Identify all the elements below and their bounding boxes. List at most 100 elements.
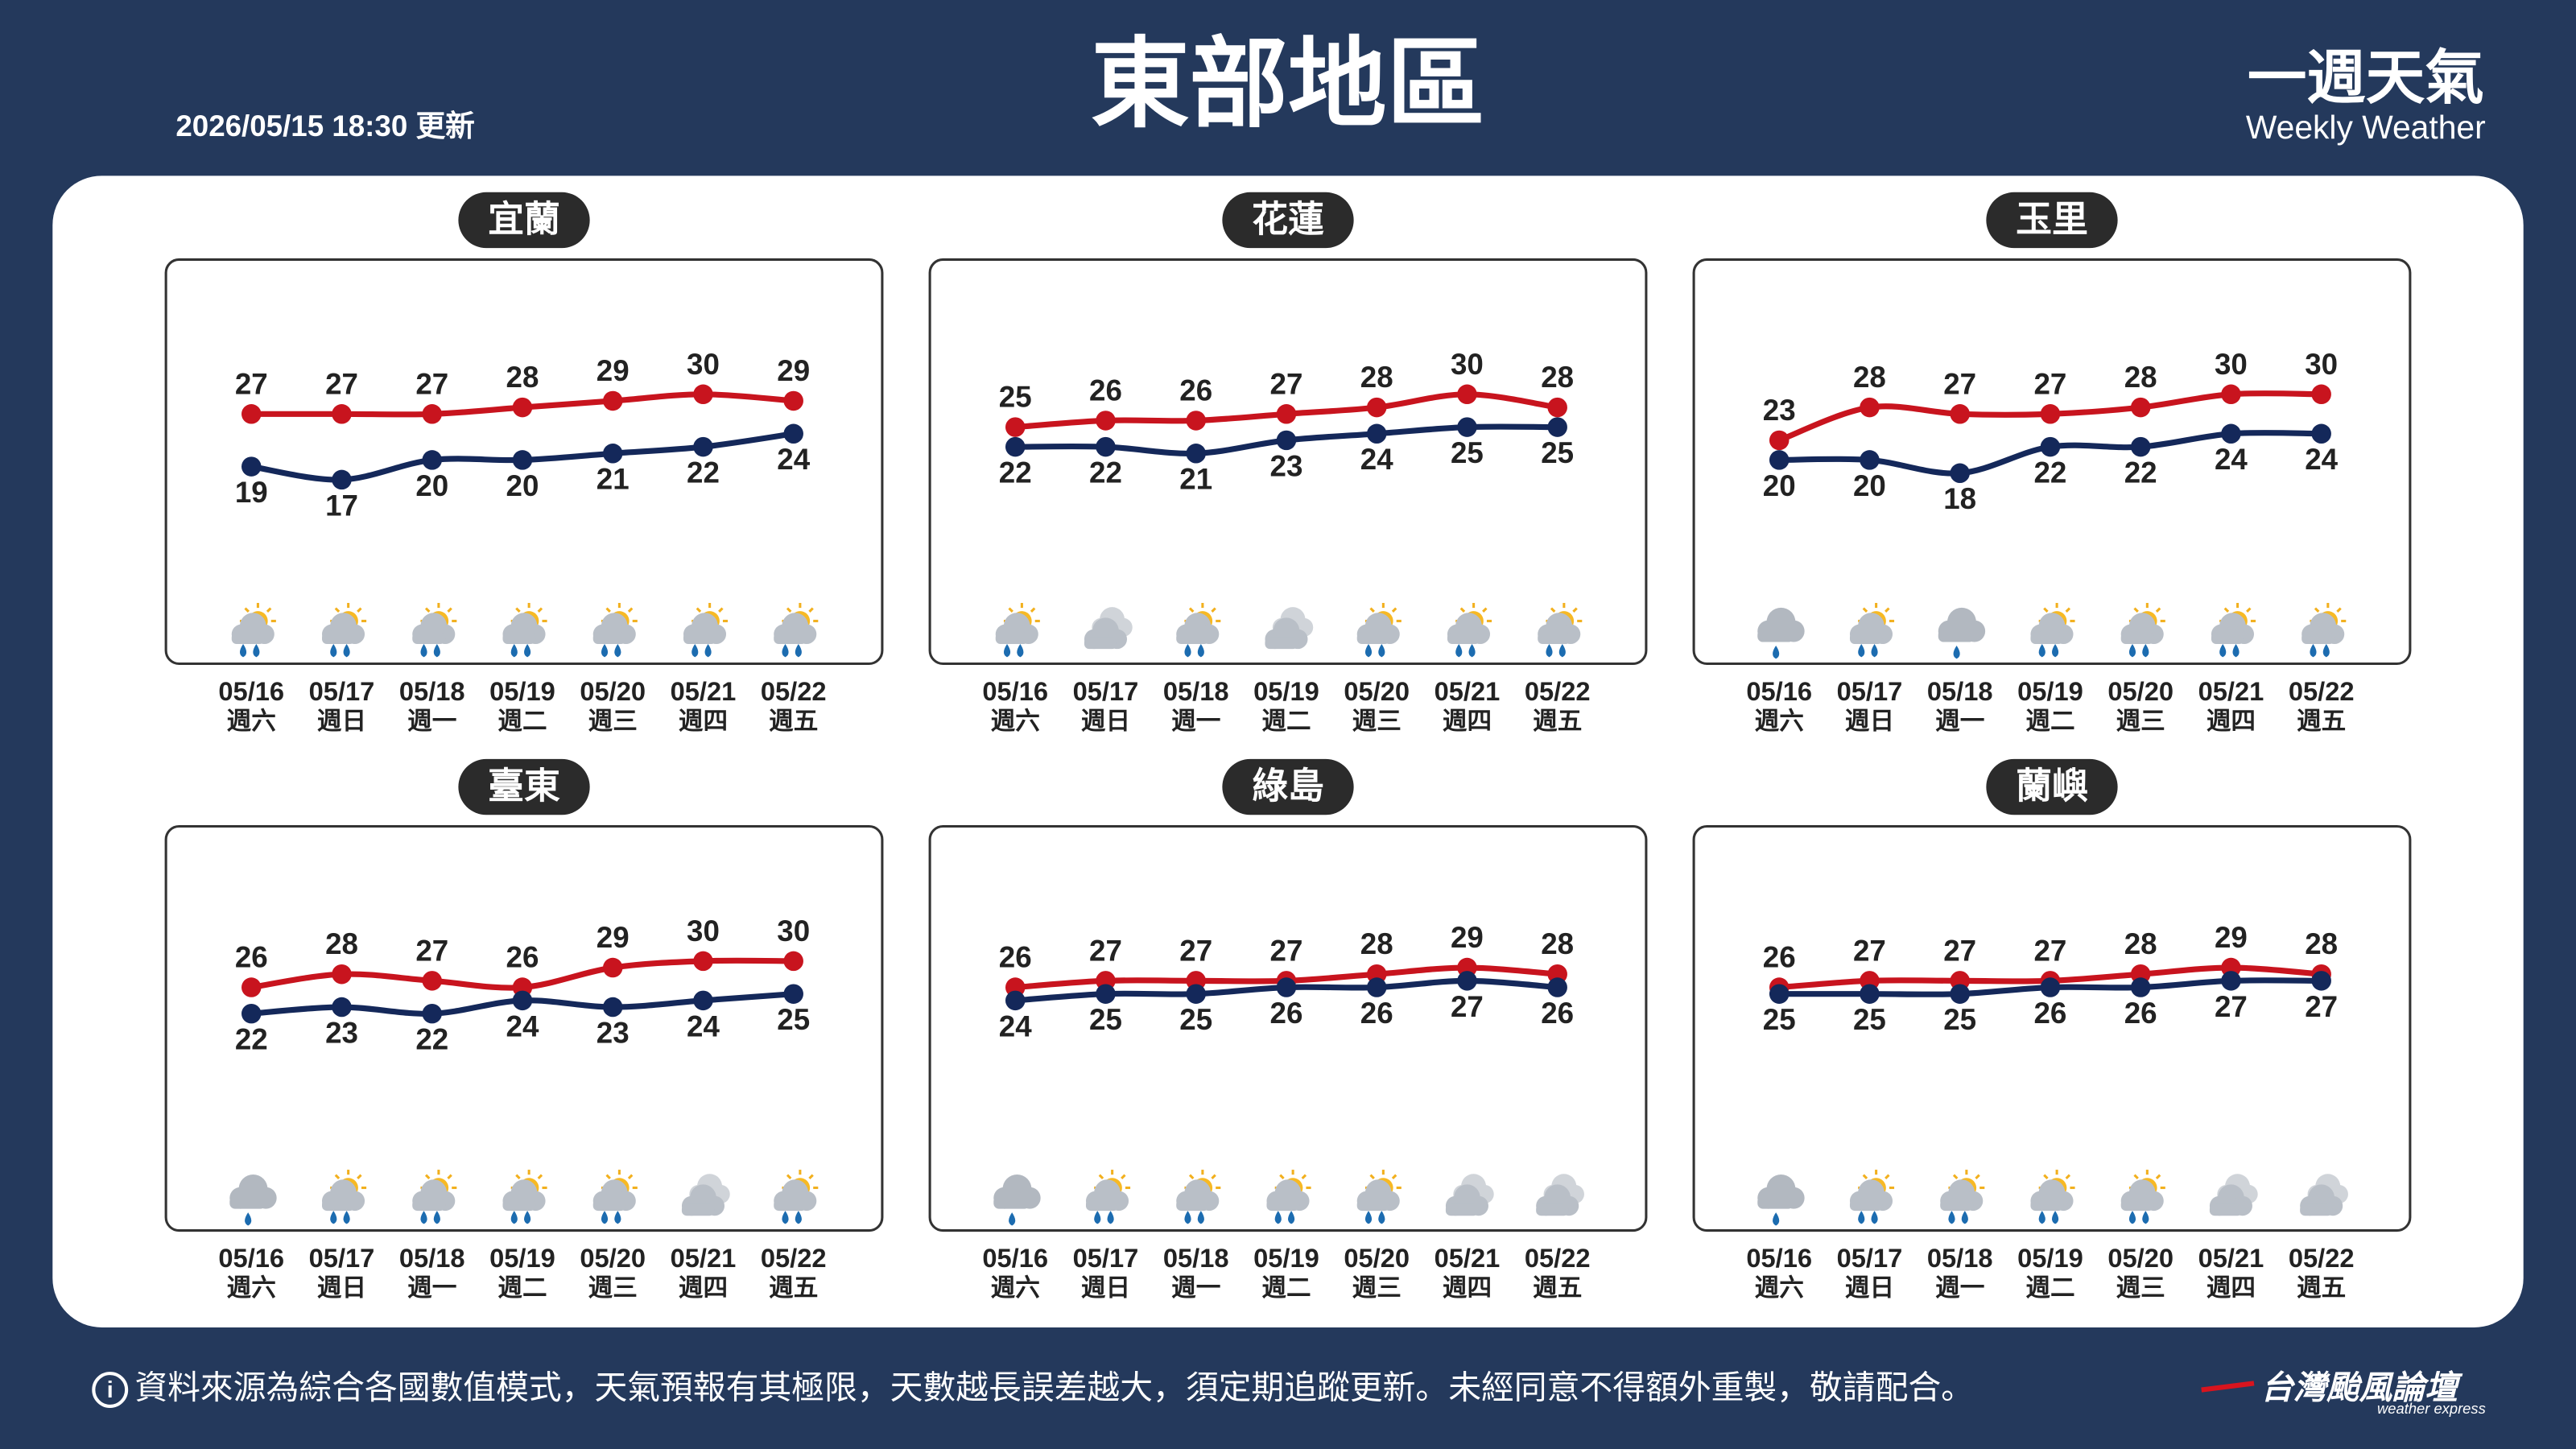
sun-ray <box>2155 607 2161 613</box>
date-label: 05/18 <box>1163 1243 1229 1273</box>
temperature-label: 26 <box>235 941 268 974</box>
weather-icon <box>1849 602 1895 658</box>
weather-icon <box>2120 602 2165 658</box>
temperature-dot <box>1457 384 1477 405</box>
temperature-label: 23 <box>325 1016 358 1049</box>
temperature-dot <box>1186 411 1206 431</box>
date-label: 05/16 <box>218 1243 284 1273</box>
cloud-part <box>2030 632 2064 644</box>
date-label: 05/19 <box>489 676 555 706</box>
sun-ray <box>605 1174 611 1180</box>
rain-drop <box>1455 644 1463 658</box>
date-label: 05/20 <box>2107 1243 2174 1273</box>
rain-drop <box>343 644 350 658</box>
temperature-label: 24 <box>2215 443 2248 476</box>
weather-icon <box>1356 602 1402 658</box>
temperature-label: 29 <box>1451 921 1484 954</box>
rain-drop <box>1364 644 1373 658</box>
rain-drop <box>2142 644 2149 658</box>
rain-drop <box>1858 1211 1865 1224</box>
cloud-part <box>502 1199 536 1212</box>
rain-drop <box>1871 644 1878 658</box>
temperature-dot <box>2221 971 2241 991</box>
temperature-label: 17 <box>325 489 358 522</box>
temperature-label: 19 <box>235 476 268 509</box>
temperature-label: 27 <box>1943 934 1976 967</box>
weather-icon <box>2211 602 2256 658</box>
date-label: 05/16 <box>1746 676 1812 706</box>
cloud-part <box>1266 1199 1300 1212</box>
cloud-part <box>1849 632 1883 644</box>
rain-drop <box>782 644 789 658</box>
temperature-label: 22 <box>235 1023 268 1056</box>
sun-ray <box>2155 1174 2161 1180</box>
weekday-label: 週三 <box>588 708 638 735</box>
page-title: 東部地區 <box>1091 29 1485 139</box>
weekday-label: 週三 <box>2116 1274 2165 1302</box>
temperature-label: 30 <box>2215 348 2248 381</box>
sun-ray <box>2133 607 2139 613</box>
weekday-label: 週五 <box>2297 1274 2346 1302</box>
temperature-dot <box>1457 971 1477 991</box>
temperature-dot <box>1005 417 1026 437</box>
temperature-label: 28 <box>1360 361 1393 394</box>
rain-drop <box>1953 646 1960 659</box>
temperature-dot <box>1276 977 1297 997</box>
sun-ray <box>424 607 431 613</box>
cloud-part <box>1538 632 1571 644</box>
rain-drop <box>795 1211 802 1224</box>
sun-ray <box>2043 1174 2049 1180</box>
cloud-part <box>502 632 536 644</box>
info-icon <box>92 1372 129 1408</box>
rain-drop <box>1468 644 1476 658</box>
sun-ray <box>627 1174 634 1180</box>
station-pill <box>1222 758 1354 815</box>
cloud-part <box>1849 1199 1883 1212</box>
weekday-label: 週六 <box>1755 1274 1804 1302</box>
temperature-dot <box>1366 423 1387 444</box>
weekday-label: 週二 <box>2025 1274 2074 1302</box>
temperature-dot <box>1366 397 1387 418</box>
sun-ray <box>1188 607 1195 613</box>
weather-icon <box>2300 1174 2348 1216</box>
cloud-part <box>412 632 446 644</box>
temperature-label: 22 <box>415 1023 448 1056</box>
temperature-dot <box>2130 977 2151 997</box>
sun-ray <box>537 607 543 613</box>
temperature-dot <box>2311 384 2331 405</box>
rain-drop <box>601 1211 609 1224</box>
temperature-label: 22 <box>1089 456 1122 489</box>
temperature-label: 29 <box>597 354 630 387</box>
rain-drop <box>1017 644 1024 658</box>
temperature-label: 21 <box>597 463 630 496</box>
temperature-label: 27 <box>1943 367 1976 400</box>
temperature-dot <box>2040 404 2061 424</box>
date-label: 05/17 <box>309 676 375 706</box>
temperature-dot <box>693 990 713 1011</box>
temperature-label: 28 <box>2305 927 2338 960</box>
temperature-dot <box>332 997 352 1018</box>
weather-icon <box>502 602 547 658</box>
rain-drop <box>2038 1211 2046 1224</box>
cloud-part <box>1356 632 1390 644</box>
weekday-label: 週日 <box>317 1274 366 1302</box>
temperature-label: 27 <box>1451 990 1484 1023</box>
date-label: 05/16 <box>218 676 284 706</box>
sun-ray <box>2336 607 2342 613</box>
temperature-label: 26 <box>1179 374 1212 407</box>
temperature-dot <box>602 997 623 1018</box>
temperature-dot <box>2130 436 2151 457</box>
sun-ray <box>786 1174 792 1180</box>
rain-drop <box>330 644 337 658</box>
date-label: 05/18 <box>1927 676 1993 706</box>
temperature-label: 25 <box>1089 1003 1122 1036</box>
temperature-label: 27 <box>2305 990 2338 1023</box>
cloud-part <box>2030 1199 2064 1212</box>
sun-ray <box>447 607 452 613</box>
station-name: 花蓮 <box>1252 198 1324 239</box>
temperature-dot <box>422 1003 442 1024</box>
weekday-label: 週四 <box>679 708 728 735</box>
sun-ray <box>696 607 702 613</box>
temperature-dot <box>1950 463 1970 483</box>
